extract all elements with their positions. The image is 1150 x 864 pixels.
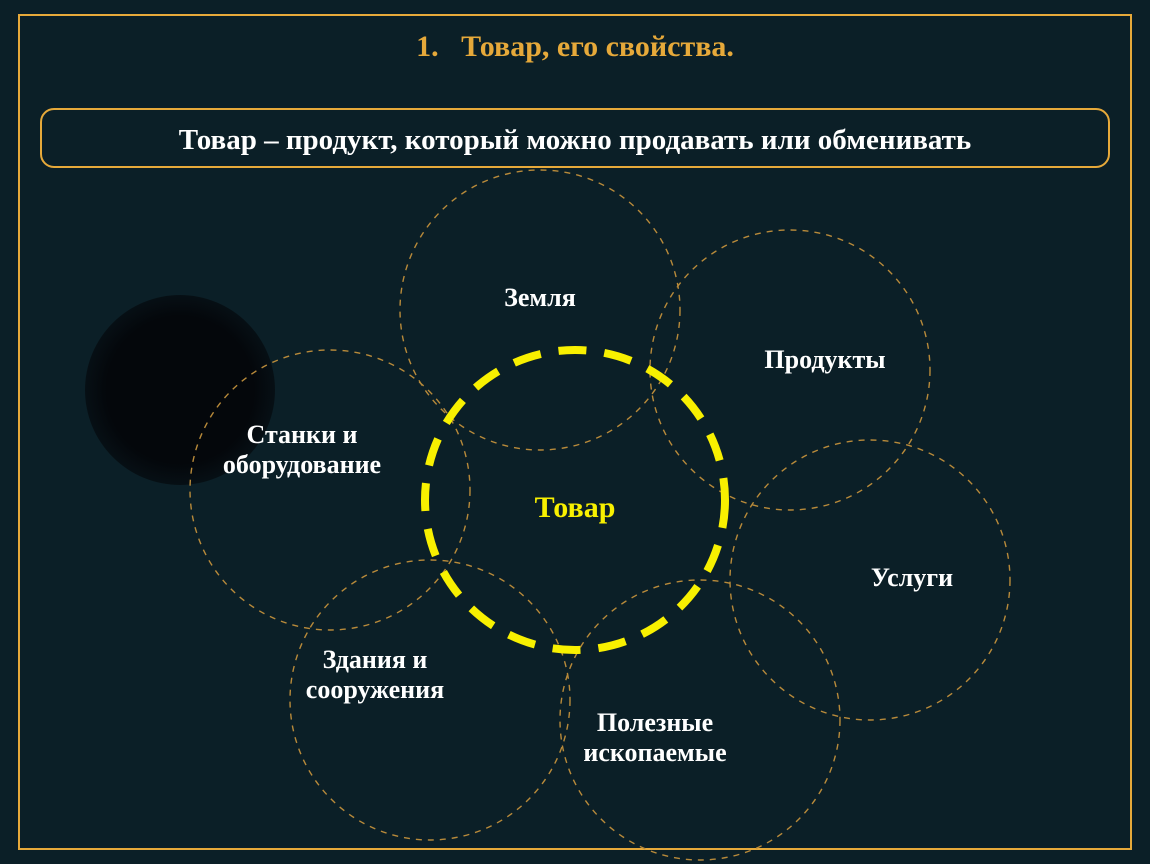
slide: 1. Товар, его свойства. Товар – продукт,… [0,0,1150,864]
outer-label-5: Станки и оборудование [102,420,502,480]
outer-label-1: Продукты [625,345,1025,375]
outer-label-2: Услуги [712,563,1112,593]
outer-label-3: Полезные ископаемые [455,708,855,768]
center-label: Товар [375,491,775,526]
outer-label-0: Земля [340,283,740,313]
outer-label-4: Здания и сооружения [175,645,575,705]
